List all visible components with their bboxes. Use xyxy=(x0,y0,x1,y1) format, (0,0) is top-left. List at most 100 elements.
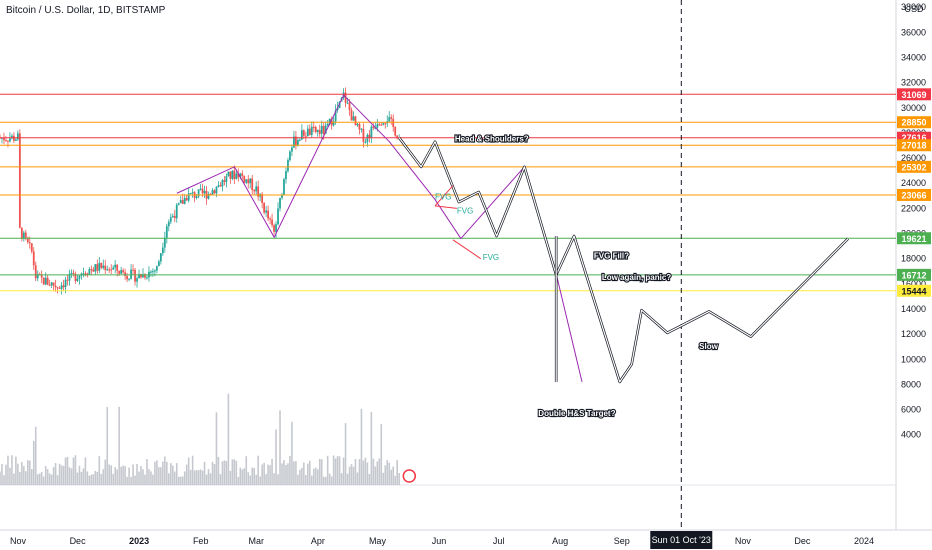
y-tick-label: 14000 xyxy=(901,304,926,314)
candle-body xyxy=(82,273,85,275)
volume-bar xyxy=(199,469,202,485)
price-badge xyxy=(897,268,931,281)
candle-body xyxy=(42,277,45,285)
volume-bar xyxy=(209,473,212,485)
candle-body xyxy=(320,125,323,134)
candle-body xyxy=(177,203,180,205)
candle-body xyxy=(167,221,170,227)
volume-bar xyxy=(158,467,160,485)
volume-bar xyxy=(177,476,180,485)
volume-bar xyxy=(15,456,17,485)
price-badge xyxy=(897,88,931,101)
volume-bar xyxy=(144,474,146,485)
volume-bar xyxy=(295,461,297,485)
candle-body xyxy=(30,243,33,252)
candle-body xyxy=(58,287,61,289)
candle-body xyxy=(50,282,53,286)
candle-body xyxy=(374,127,377,129)
volume-bar xyxy=(27,460,29,485)
candle-body xyxy=(201,188,204,194)
volume-bar xyxy=(336,456,339,485)
y-tick-label: 22000 xyxy=(901,203,926,213)
volume-bar xyxy=(356,472,359,485)
volume-bar xyxy=(136,463,138,485)
candle-body xyxy=(255,186,258,192)
volume-bar xyxy=(154,461,156,485)
volume-bar xyxy=(52,467,55,485)
volume-bar xyxy=(17,463,19,485)
candle-body xyxy=(159,253,162,262)
volume-bar xyxy=(9,467,11,485)
annotation-label: Low again, panic? xyxy=(602,273,671,282)
candle-body xyxy=(108,269,111,271)
price-badge-label: 27616 xyxy=(901,133,926,143)
y-tick-label: 18000 xyxy=(901,254,926,264)
candle-body xyxy=(261,194,264,203)
volume-bar xyxy=(394,475,396,485)
candle-body xyxy=(394,126,397,136)
candle-body xyxy=(332,121,335,126)
volume-bar xyxy=(187,457,190,485)
candle-body xyxy=(98,262,101,271)
candle-body xyxy=(169,217,172,222)
candle-body xyxy=(324,125,327,134)
volume-bar xyxy=(269,465,271,485)
candle-body xyxy=(110,269,113,271)
volume-bar xyxy=(110,465,113,485)
price-badge-label: 15444 xyxy=(901,286,926,296)
volume-bar xyxy=(1,464,3,485)
volume-bar xyxy=(358,459,361,485)
volume-bar xyxy=(106,407,109,485)
volume-bar xyxy=(112,473,114,485)
volume-bar xyxy=(265,474,267,485)
candle-body xyxy=(227,171,230,177)
candle-body xyxy=(161,247,164,254)
candle-body xyxy=(114,264,117,268)
projection-path-line xyxy=(398,137,849,383)
volume-bar xyxy=(5,464,7,485)
volume-bar xyxy=(223,460,226,485)
volume-bar xyxy=(104,459,107,485)
candle-body xyxy=(157,261,160,267)
volume-bar xyxy=(233,459,236,485)
volume-bar xyxy=(334,458,337,485)
price-badge xyxy=(897,188,931,201)
candle-body xyxy=(86,273,89,275)
currency-label: USD xyxy=(904,4,924,14)
candle-body xyxy=(295,136,297,146)
volume-bar xyxy=(82,468,85,485)
candle-body xyxy=(291,147,293,152)
volume-bar xyxy=(263,462,265,485)
volume-bar xyxy=(285,465,287,485)
volume-bar xyxy=(350,464,353,485)
candle-body xyxy=(283,179,285,195)
y-tick-label: 30000 xyxy=(901,103,926,113)
price-badge-label: 16712 xyxy=(901,270,926,280)
annotation-label: Head & Shoulders? xyxy=(455,135,529,144)
volume-bar xyxy=(237,476,240,485)
candle-body xyxy=(72,272,75,274)
candle-body xyxy=(36,274,39,279)
candle-body xyxy=(54,285,57,288)
y-tick-label: 10000 xyxy=(901,354,926,364)
candle-body xyxy=(358,123,361,130)
candle-body xyxy=(64,279,67,288)
x-tick-label: Dec xyxy=(794,536,811,546)
y-tick-label: 12000 xyxy=(901,329,926,339)
price-badge-label: 23066 xyxy=(901,190,926,200)
volume-bar xyxy=(299,469,301,485)
volume-bar xyxy=(380,424,383,485)
fvg-label: FVG xyxy=(435,193,451,202)
x-tick-label: 2023 xyxy=(129,536,149,546)
purple-pattern-line xyxy=(176,94,525,240)
candle-body xyxy=(275,224,277,232)
volume-bar xyxy=(25,471,27,485)
candle-body xyxy=(154,270,156,272)
volume-bar xyxy=(168,473,170,485)
candle-body xyxy=(155,266,158,271)
volume-bar xyxy=(291,421,293,485)
y-tick-label: 8000 xyxy=(901,379,921,389)
volume-bar xyxy=(360,408,363,485)
candle-body xyxy=(326,123,329,126)
